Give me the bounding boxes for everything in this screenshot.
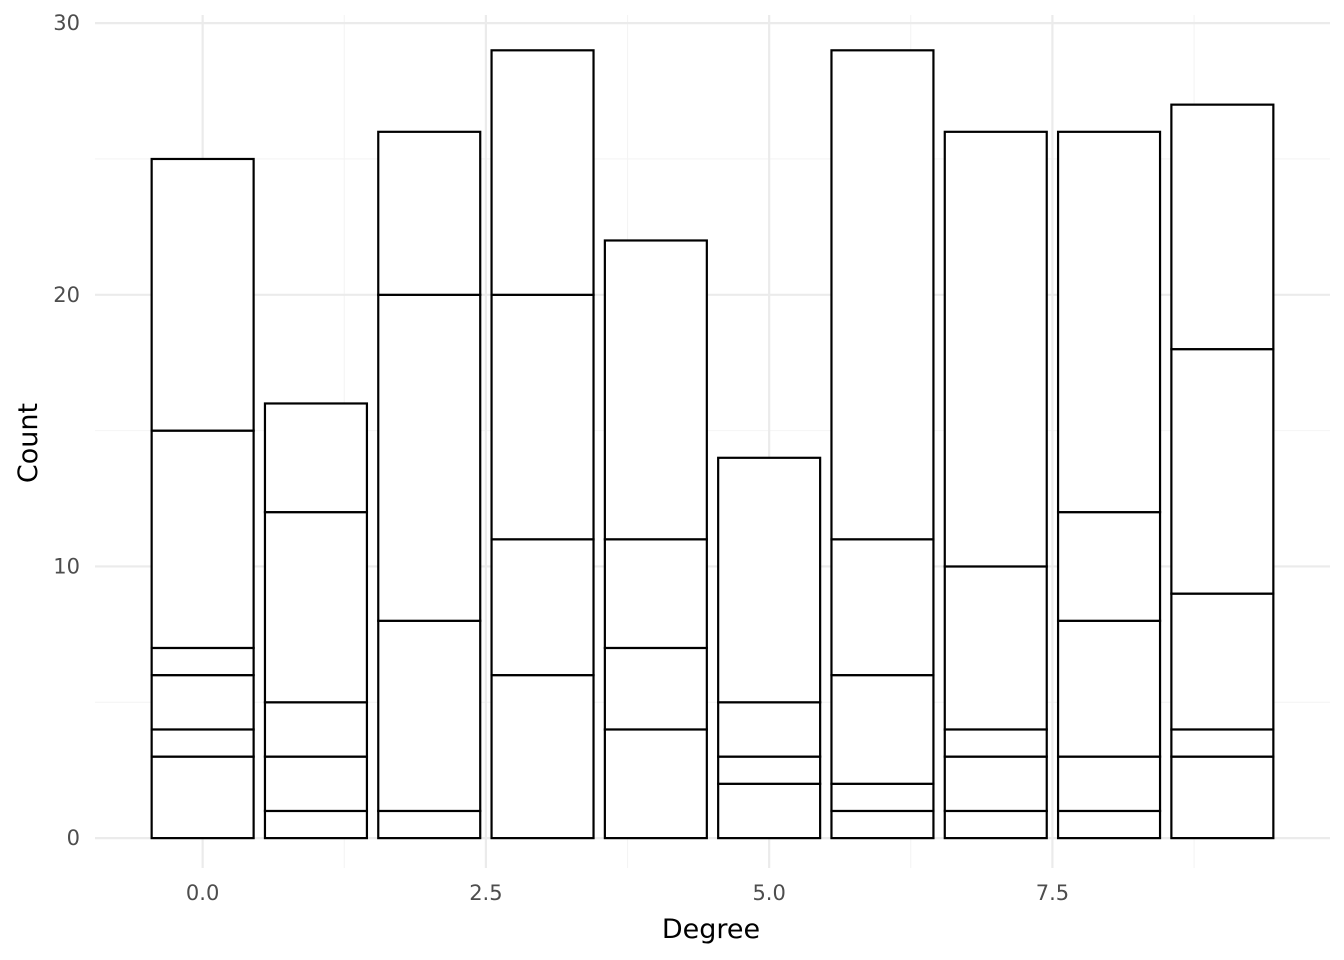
bar-segment: [717, 701, 822, 758]
bar-segment: [717, 456, 822, 704]
bar-segment: [377, 809, 482, 840]
bar-segment: [377, 619, 482, 813]
bar-segment: [1056, 619, 1162, 758]
y-tick-label: 30: [53, 11, 80, 35]
bar-segment: [263, 511, 369, 704]
bars: [150, 49, 1275, 840]
bar-segment: [263, 809, 369, 840]
x-axis-title: Degree: [662, 914, 760, 945]
bar-segment: [1056, 511, 1162, 622]
bar-segment: [1170, 755, 1275, 840]
bar-segment: [943, 728, 1048, 758]
x-axis-ticks: 0.0 2.5 5.0 7.5: [186, 881, 1069, 905]
y-axis-ticks: 0 10 20 30: [53, 11, 80, 850]
bar-segment: [603, 728, 708, 840]
bar-segment: [150, 674, 255, 731]
bar-stack: [1056, 130, 1162, 840]
bar-segment: [1056, 809, 1162, 840]
x-tick-label: 2.5: [469, 881, 502, 905]
bar-segment: [377, 293, 482, 622]
bar-segment: [1170, 728, 1275, 758]
y-tick-label: 20: [53, 283, 80, 307]
y-tick-label: 10: [53, 554, 80, 578]
bar-segment: [490, 293, 595, 541]
bar-segment: [943, 130, 1048, 568]
bar-segment: [943, 755, 1048, 813]
bar-segment: [943, 565, 1048, 731]
bar-segment: [150, 429, 255, 650]
bar-segment: [490, 538, 595, 677]
bar-stack: [717, 456, 822, 840]
bar-segment: [150, 728, 255, 758]
bar-segment: [603, 538, 708, 650]
bar-stack: [490, 49, 595, 840]
bar-segment: [490, 49, 595, 296]
y-axis-title: Count: [13, 403, 44, 483]
bar-stack: [150, 157, 255, 840]
bar-segment: [603, 646, 708, 731]
bar-segment: [150, 646, 255, 677]
x-tick-label: 7.5: [1036, 881, 1069, 905]
bar-segment: [1056, 130, 1162, 514]
x-tick-label: 5.0: [752, 881, 785, 905]
bar-stack: [1170, 103, 1275, 840]
bar-segment: [830, 809, 935, 840]
bar-stack: [943, 130, 1048, 840]
bar-segment: [263, 755, 369, 813]
bar-stack: [603, 239, 708, 840]
bar-segment: [717, 782, 822, 840]
bar-segment: [830, 782, 935, 813]
bar-segment: [490, 674, 595, 840]
bar-segment: [830, 538, 935, 677]
bar-segment: [830, 49, 935, 541]
bar-segment: [1170, 592, 1275, 731]
bar-stack: [263, 402, 369, 840]
bar-stack: [377, 130, 482, 840]
bar-segment: [263, 701, 369, 758]
bar-segment: [943, 809, 1048, 840]
bar-segment: [1170, 103, 1275, 351]
bar-segment: [717, 755, 822, 785]
bar-segment: [603, 239, 708, 541]
bar-segment: [1056, 755, 1162, 813]
x-tick-label: 0.0: [186, 881, 219, 905]
y-tick-label: 0: [67, 826, 80, 850]
bar-segment: [830, 674, 935, 785]
bar-segment: [150, 755, 255, 840]
bar-segment: [150, 157, 255, 432]
bar-segment: [377, 130, 482, 296]
bar-stack: [830, 49, 935, 840]
bar-segment: [263, 402, 369, 514]
bar-segment: [1170, 348, 1275, 595]
